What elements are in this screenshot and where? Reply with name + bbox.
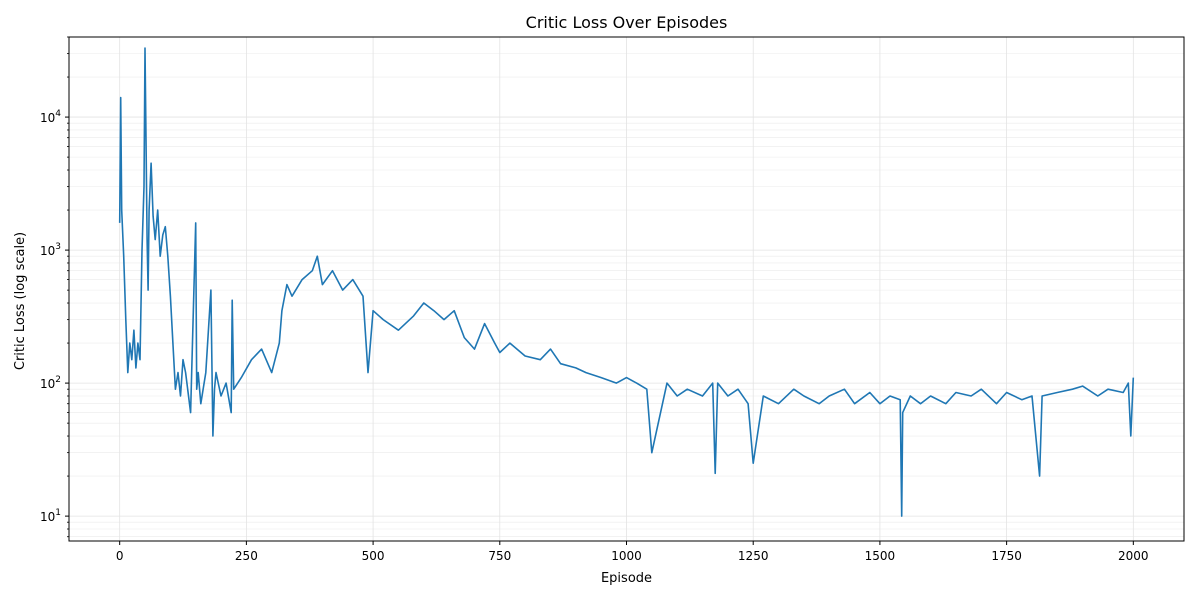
- x-tick-label: 250: [235, 549, 258, 563]
- x-tick-label: 1500: [865, 549, 896, 563]
- x-tick-label: 750: [488, 549, 511, 563]
- x-tick-label: 1250: [738, 549, 769, 563]
- x-tick-label: 0: [116, 549, 124, 563]
- y-tick-label: 103: [40, 242, 61, 258]
- x-axis-label: Episode: [601, 571, 652, 586]
- y-tick-label: 101: [40, 508, 61, 524]
- plot-area: 0 250 500 750 1000 1250 1500 1750 2000 101 102 103 1…: [40, 36, 1185, 563]
- chart-title: Critic Loss Over Episodes: [526, 13, 728, 32]
- y-axis-label: Critic Loss (log scale): [13, 232, 28, 370]
- y-tick-label: 104: [40, 109, 61, 125]
- x-tick-label: 1000: [611, 549, 642, 563]
- x-tick-label: 1750: [991, 549, 1022, 563]
- series-line-0: [118, 47, 1135, 517]
- x-tick-label: 2000: [1118, 549, 1149, 563]
- x-tick-label: 500: [362, 549, 385, 563]
- y-tick-label: 102: [40, 375, 61, 391]
